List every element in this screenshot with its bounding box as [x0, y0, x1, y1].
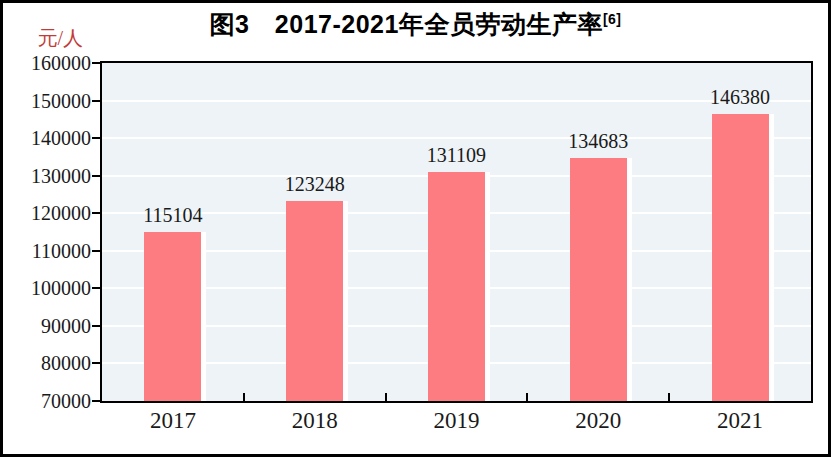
y-axis-unit-label: 元/人	[3, 25, 83, 52]
y-axis-tick	[92, 287, 102, 289]
bar-2017	[144, 232, 201, 401]
y-axis-tick-label: 90000	[3, 313, 91, 339]
bar-value-label: 131109	[397, 144, 517, 167]
y-axis-tick	[92, 250, 102, 252]
x-axis-tick-label: 2021	[670, 407, 810, 435]
y-axis-tick-label: 140000	[3, 125, 91, 151]
chart-title: 图3 2017-2021年全员劳动生产率[6]	[3, 8, 828, 41]
chart-title-text: 图3 2017-2021年全员劳动生产率	[209, 10, 602, 38]
y-axis-tick-label: 150000	[3, 88, 91, 114]
chart-figure: 图3 2017-2021年全员劳动生产率[6] 元/人 115104 123248…	[0, 0, 831, 457]
y-axis-tick-label: 80000	[3, 350, 91, 376]
y-axis-tick-label: 70000	[3, 388, 91, 414]
bar-2019	[428, 172, 485, 401]
bar-2018	[286, 201, 343, 401]
y-axis-tick-label: 120000	[3, 200, 91, 226]
bar-value-label: 115104	[113, 204, 233, 227]
chart-title-superscript: [6]	[603, 11, 622, 27]
x-axis-tick-label: 2020	[528, 407, 668, 435]
x-axis-tick-label: 2018	[245, 407, 385, 435]
y-axis-tick-label: 130000	[3, 163, 91, 189]
x-axis-tick	[668, 393, 670, 401]
x-axis-tick	[526, 393, 528, 401]
y-axis-tick	[92, 137, 102, 139]
y-axis-tick	[92, 175, 102, 177]
x-axis-tick-label: 2019	[387, 407, 527, 435]
y-axis-tick	[92, 362, 102, 364]
bar-right-highlight	[485, 172, 490, 401]
x-axis-tick	[243, 393, 245, 401]
bar-2021	[712, 114, 769, 401]
x-axis-tick	[385, 393, 387, 401]
bar-2020	[570, 158, 627, 401]
y-axis-tick-label: 160000	[3, 50, 91, 76]
y-axis-tick	[92, 325, 102, 327]
gridline	[102, 137, 811, 139]
x-axis-tick-label: 2017	[103, 407, 243, 435]
bar-right-highlight	[201, 232, 206, 401]
plot-area: 115104 123248 131109 134683 146380	[100, 61, 813, 403]
bar-value-label: 134683	[538, 130, 658, 153]
y-axis-tick	[92, 62, 102, 64]
bar-right-highlight	[627, 158, 632, 401]
y-axis-tick	[92, 400, 102, 402]
y-axis-tick-label: 100000	[3, 275, 91, 301]
bar-right-highlight	[769, 114, 774, 401]
y-axis-tick	[92, 212, 102, 214]
bar-value-label: 123248	[255, 173, 375, 196]
bar-value-label: 146380	[680, 86, 800, 109]
bar-right-highlight	[343, 201, 348, 401]
y-axis-tick-label: 110000	[3, 238, 91, 264]
y-axis-tick	[92, 100, 102, 102]
